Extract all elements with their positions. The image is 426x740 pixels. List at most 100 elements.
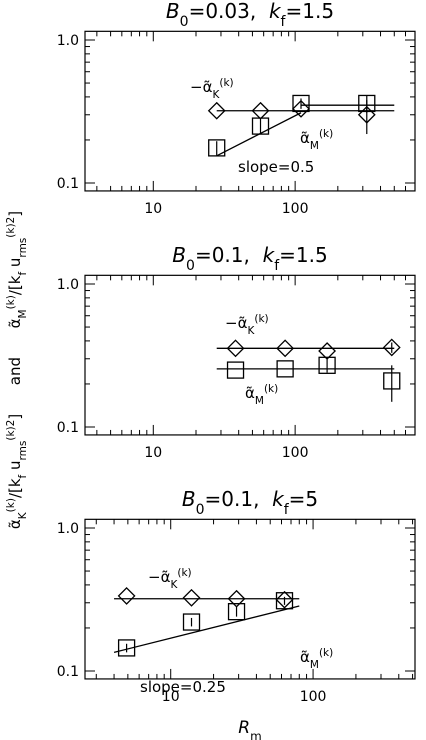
text-part: (k)2 (5, 217, 17, 238)
text-part: rms (17, 441, 29, 461)
text-part: K (212, 89, 220, 101)
text-part: k (269, 0, 282, 23)
y-tick-label: 1.0 (57, 521, 79, 537)
text-part: (k) (5, 295, 17, 309)
square-marker (251, 117, 270, 135)
text-part: R (238, 718, 250, 738)
square-marker (226, 361, 245, 379)
x-axis-label: Rm (238, 718, 261, 740)
plot-frame (84, 518, 416, 680)
text-part: (k) (219, 77, 233, 89)
text-part: (k) (264, 383, 278, 395)
text-part: B (172, 243, 186, 267)
text-part: (k) (319, 128, 333, 140)
diamond-marker (276, 339, 295, 358)
series-label: α̃M(k) (300, 128, 333, 152)
annotation: slope=0.25 (140, 678, 226, 696)
text-part: 0 (180, 14, 189, 30)
text-part: −α̃ (190, 78, 213, 96)
text-part: =0.1, (195, 243, 263, 267)
text-part: M (310, 140, 319, 152)
diamond-marker (357, 105, 376, 124)
square-marker (318, 356, 336, 374)
plot-frame (84, 30, 416, 192)
x-tick-label: 10 (162, 689, 180, 705)
text-part: =1.5 (285, 0, 334, 23)
text-part: α̃ (245, 384, 255, 402)
x-tick-label: 100 (300, 689, 327, 705)
chart-title: B0=0.03, kf=1.5 (166, 0, 334, 30)
text-part: =1.5 (279, 243, 328, 267)
text-part: −α̃ (225, 314, 248, 332)
text-part: ] (6, 211, 24, 217)
y-tick-label: 0.1 (57, 176, 79, 192)
text-part: u (6, 258, 24, 272)
text-part: k (263, 243, 276, 267)
text-part: f (274, 258, 280, 274)
diamond-marker (251, 101, 270, 120)
text-part: =0.1, (205, 487, 273, 511)
series-label: α̃M(k) (300, 647, 333, 671)
text-part: B (166, 0, 180, 23)
text-part: f (17, 272, 29, 276)
diamond-marker (382, 338, 401, 357)
diamond-marker (318, 342, 337, 360)
square-marker (227, 603, 246, 621)
diamond-marker (292, 99, 310, 118)
text-part: f (281, 14, 287, 30)
chart-title: B0=0.1, kf=1.5 (172, 243, 327, 274)
square-marker (292, 94, 310, 113)
text-part: u (6, 460, 24, 474)
text-part: /[k (6, 478, 24, 498)
text-part: (k)2 (5, 420, 17, 441)
x-tick-label: 10 (144, 445, 162, 461)
y-tick-label: 0.1 (57, 420, 79, 436)
annotation: slope=0.5 (238, 158, 314, 176)
diamond-marker (207, 101, 226, 120)
text-part: 0 (186, 258, 195, 274)
text-part: (k) (254, 313, 268, 325)
chart-title: B0=0.1, kf=5 (182, 487, 318, 518)
text-part: α̃ (300, 648, 310, 666)
y-axis-label: α̃K(k)/[kf urms(k)2] and α̃M(k)/[kf urms… (5, 211, 29, 529)
text-part: rms (17, 238, 29, 258)
text-part: M (255, 395, 264, 407)
text-part: /[k (6, 275, 24, 295)
square-marker (383, 372, 401, 390)
fit-line (113, 605, 300, 653)
text-part: K (247, 325, 255, 337)
text-part: f (17, 474, 29, 478)
text-part: m (250, 729, 262, 740)
text-part: K (170, 579, 178, 591)
text-part: =5 (289, 487, 318, 511)
y-tick-label: 1.0 (57, 277, 79, 293)
text-part: M (310, 659, 319, 671)
diamond-marker (227, 589, 246, 608)
x-tick-label: 100 (282, 201, 309, 217)
text-part: α̃ (6, 519, 24, 529)
square-marker (275, 592, 294, 610)
text-part: −α̃ (148, 568, 171, 586)
plot-frame (84, 274, 416, 436)
square-marker (276, 360, 294, 378)
square-marker (208, 139, 226, 157)
diamond-marker (275, 590, 294, 609)
text-part: ] and α̃ (6, 318, 24, 419)
text-part: (k) (177, 567, 191, 579)
text-part: k (272, 487, 285, 511)
series-label: −α̃K(k) (148, 567, 192, 591)
text-part: f (284, 502, 290, 518)
text-part: B (182, 487, 196, 511)
y-tick-label: 0.1 (57, 664, 79, 680)
square-marker (182, 613, 201, 631)
x-tick-label: 100 (282, 445, 309, 461)
text-part: (k) (319, 647, 333, 659)
text-part: α̃ (300, 129, 310, 147)
diamond-marker (182, 588, 201, 607)
x-tick-label: 10 (144, 201, 162, 217)
square-marker (358, 94, 376, 113)
square-marker (117, 639, 136, 657)
series-label: −α̃K(k) (225, 313, 269, 337)
text-part: =0.03, (189, 0, 269, 23)
